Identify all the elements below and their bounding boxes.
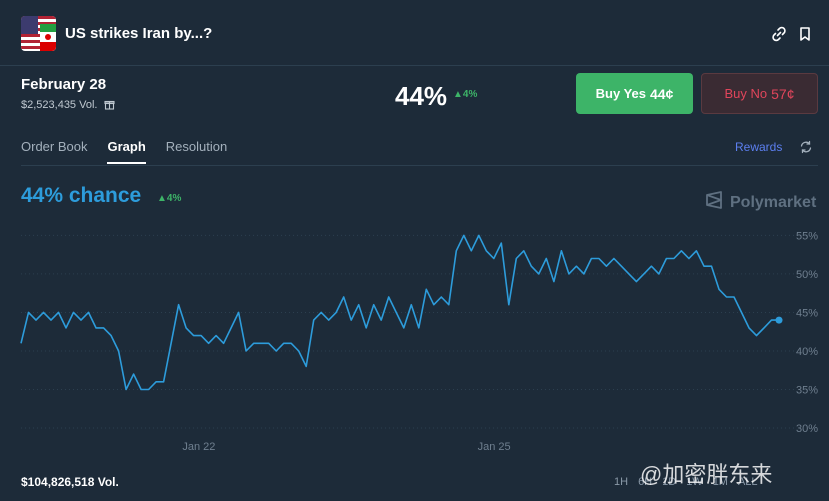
- y-tick-label: 35%: [796, 384, 818, 396]
- market-volume-text: $2,523,435 Vol.: [21, 99, 98, 111]
- buy-yes-price: 44¢: [650, 85, 674, 102]
- current-point: [775, 316, 783, 324]
- market-header: US strikes Iran by...?: [0, 0, 829, 66]
- range-6h[interactable]: 6H: [638, 476, 653, 488]
- tab-graph[interactable]: Graph: [107, 139, 146, 164]
- polymarket-brand-text: Polymarket: [730, 193, 817, 211]
- buy-no-label: Buy No: [724, 86, 768, 101]
- tab-order-book[interactable]: Order Book: [21, 139, 88, 154]
- link-icon[interactable]: [770, 25, 788, 43]
- up-triangle-icon: ▲: [157, 193, 167, 204]
- y-tick-label: 50%: [796, 269, 818, 281]
- price-chart: 55% 50% 45% 40% 35% 30% Jan 22 Jan 25: [20, 230, 818, 453]
- current-percentage: 44%: [395, 81, 448, 111]
- y-tick-label: 40%: [796, 346, 818, 358]
- market-title: US strikes Iran by...?: [65, 25, 213, 42]
- buy-yes-label: Buy Yes: [595, 86, 646, 101]
- chance-label: 44% chance: [21, 184, 142, 207]
- up-triangle-icon: ▲: [453, 89, 463, 100]
- tab-divider: [21, 165, 818, 166]
- percent-change: ▲4%: [453, 89, 477, 100]
- range-1d[interactable]: 1D: [662, 476, 677, 488]
- chance-change-value: 4%: [166, 193, 182, 204]
- rewards-link[interactable]: Rewards: [735, 140, 783, 154]
- y-tick-label: 55%: [796, 230, 818, 242]
- x-tick-label: Jan 22: [182, 441, 215, 453]
- x-tick-label: Jan 25: [478, 441, 511, 453]
- percent-change-value: 4%: [462, 89, 478, 100]
- range-1h[interactable]: 1H: [614, 476, 629, 488]
- market-tabs: Order Book Graph Resolution: [21, 139, 227, 164]
- range-all[interactable]: ALL: [737, 476, 758, 488]
- buy-no-button[interactable]: Buy No 57¢: [701, 73, 818, 114]
- market-date: February 28: [21, 76, 107, 93]
- y-tick-label: 45%: [796, 307, 818, 319]
- range-1m[interactable]: 1M: [712, 476, 728, 488]
- polymarket-brand: Polymarket: [705, 191, 816, 214]
- market-image: [21, 16, 56, 51]
- price-line: [20, 234, 779, 391]
- range-1w[interactable]: 1W: [686, 476, 703, 488]
- buy-yes-button[interactable]: Buy Yes 44¢: [576, 73, 693, 114]
- market-volume: $2,523,435 Vol.: [21, 99, 115, 113]
- total-volume: $104,826,518 Vol.: [21, 475, 119, 489]
- watermark: @加密胖东来: [640, 462, 773, 487]
- buy-no-price: 57¢: [771, 85, 795, 102]
- tab-resolution[interactable]: Resolution: [165, 139, 228, 154]
- polymarket-logo-icon: [705, 191, 723, 214]
- refresh-icon[interactable]: [799, 140, 813, 154]
- y-tick-label: 30%: [796, 423, 818, 435]
- chance-change: ▲4%: [157, 193, 181, 204]
- time-range-selector: 1H 6H 1D 1W 1M ALL: [614, 476, 758, 488]
- gift-icon: [103, 99, 115, 113]
- bookmark-icon[interactable]: [796, 25, 814, 43]
